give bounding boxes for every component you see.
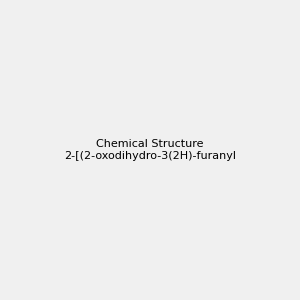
Text: Chemical Structure
2-[(2-oxodihydro-3(2H)-furanyl: Chemical Structure 2-[(2-oxodihydro-3(2H… [64, 139, 236, 161]
